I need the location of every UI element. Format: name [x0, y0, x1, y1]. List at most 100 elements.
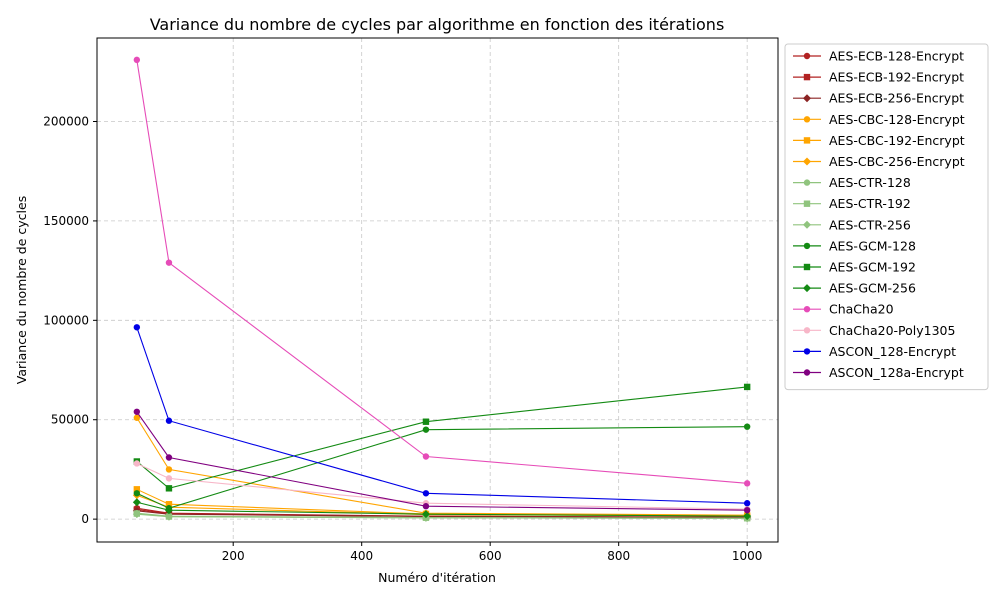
legend-entry: AES-ECB-256-Encrypt — [793, 91, 964, 106]
legend-entry: ASCON_128-Encrypt — [793, 344, 956, 359]
legend-entry: AES-GCM-128 — [793, 238, 916, 253]
legend-swatch-marker — [803, 179, 811, 186]
x-tick-label: 400 — [350, 549, 373, 563]
legend-label: ChaCha20 — [829, 302, 894, 317]
legend-swatch-marker — [803, 284, 811, 293]
legend-swatch-marker — [803, 306, 811, 313]
data-point — [422, 418, 430, 425]
data-point — [164, 512, 173, 521]
legend-label: AES-GCM-192 — [829, 260, 916, 275]
series-line — [136, 501, 748, 517]
data-point — [165, 485, 173, 492]
legend-entry: AES-GCM-192 — [793, 260, 916, 275]
legend-swatch-marker — [803, 94, 811, 103]
legend-label: AES-CBC-192-Encrypt — [829, 133, 965, 148]
x-tick-label: 1000 — [732, 549, 763, 563]
legend-entry: AES-CTR-192 — [793, 196, 911, 211]
data-point — [743, 500, 751, 507]
legend-entry: ChaCha20 — [793, 302, 894, 317]
plot-frame — [96, 37, 779, 543]
data-point — [743, 423, 751, 430]
legend-entry: AES-CBC-256-Encrypt — [793, 154, 965, 169]
data-point — [165, 454, 173, 461]
data-point — [422, 490, 430, 497]
legend-entry: AES-CTR-256 — [793, 217, 911, 232]
data-point — [132, 498, 141, 507]
data-point — [133, 486, 141, 493]
legend-entry: AES-CBC-128-Encrypt — [793, 112, 965, 127]
legend-label: ASCON_128a-Encrypt — [829, 365, 964, 380]
data-point — [743, 512, 752, 521]
legend-swatch-marker — [803, 137, 811, 144]
legend-entry: AES-CBC-192-Encrypt — [793, 133, 965, 148]
data-point — [743, 480, 751, 487]
y-tick-label: 0 — [81, 512, 89, 526]
y-tick-label: 150000 — [43, 214, 89, 228]
x-axis-title: Numéro d'itération — [378, 570, 496, 585]
series-line — [136, 510, 748, 519]
data-point — [421, 510, 430, 519]
series-layer — [132, 56, 752, 523]
legend-swatch-marker — [803, 73, 811, 81]
legend-label: AES-ECB-256-Encrypt — [829, 91, 964, 106]
ticks: 200 400 600 800 1000 0 50000 100000 150000 200000 — [43, 115, 762, 563]
legend-swatch-marker — [803, 263, 811, 271]
series-line — [136, 411, 748, 511]
series-aes-cbc-128-encrypt — [133, 414, 751, 519]
legend-box — [784, 43, 989, 391]
legend-entry: ChaCha20-Poly1305 — [793, 323, 955, 338]
legend-label: AES-ECB-128-Encrypt — [829, 49, 964, 64]
chart-title: Variance du nombre de cycles par algorit… — [150, 15, 725, 34]
data-point — [422, 453, 430, 460]
legend-swatch-marker — [803, 327, 811, 334]
legend-entry: ASCON_128a-Encrypt — [793, 365, 964, 380]
data-point — [165, 475, 173, 482]
data-point — [165, 466, 173, 473]
data-point — [165, 259, 173, 266]
legend-entry: AES-ECB-192-Encrypt — [793, 70, 964, 85]
grid — [97, 38, 778, 542]
legend-label: AES-GCM-128 — [829, 238, 916, 253]
series-ascon-128-encrypt — [133, 324, 751, 507]
series-ascon-128a-encrypt — [133, 408, 751, 514]
x-tick-label: 800 — [607, 549, 630, 563]
x-tick-label: 600 — [479, 549, 502, 563]
data-point — [132, 510, 141, 519]
legend-swatch-marker — [803, 200, 811, 207]
series-chacha20 — [133, 56, 751, 487]
data-point — [133, 460, 141, 467]
legend-swatch-marker — [803, 157, 811, 166]
data-point — [165, 417, 173, 424]
legend-swatch-marker — [803, 220, 811, 229]
series-aes-gcm-256 — [132, 498, 752, 521]
legend-swatch-marker — [803, 348, 811, 355]
legend-label: AES-CBC-256-Encrypt — [829, 154, 965, 169]
y-tick-label: 50000 — [51, 413, 89, 427]
data-point — [133, 490, 141, 497]
series-line — [136, 513, 748, 519]
data-point — [133, 56, 141, 64]
legend-entry: AES-GCM-256 — [793, 281, 916, 296]
series-line — [136, 386, 748, 489]
legend-label: AES-CTR-128 — [829, 175, 911, 190]
x-tick-label: 200 — [222, 549, 245, 563]
y-tick-label: 200000 — [43, 115, 89, 129]
data-point — [133, 408, 141, 415]
legend-label: AES-CTR-192 — [829, 196, 911, 211]
legend-swatch-marker — [803, 52, 811, 60]
y-axis-title: Variance du nombre de cycles — [14, 196, 29, 384]
legend: AES-ECB-128-Encrypt AES-ECB-192-Encrypt AE… — [784, 43, 989, 391]
y-tick-label: 100000 — [43, 313, 89, 327]
legend-label: AES-CBC-128-Encrypt — [829, 112, 965, 127]
legend-swatch-marker — [803, 369, 811, 376]
data-point — [743, 383, 751, 391]
series-line — [136, 59, 748, 484]
data-point — [422, 503, 430, 510]
legend-label: ASCON_128-Encrypt — [829, 344, 956, 359]
legend-label: AES-ECB-192-Encrypt — [829, 70, 964, 85]
legend-label: AES-GCM-256 — [829, 281, 916, 296]
series-line — [136, 462, 748, 510]
data-point — [133, 414, 141, 421]
legend-swatch-marker — [803, 242, 811, 250]
